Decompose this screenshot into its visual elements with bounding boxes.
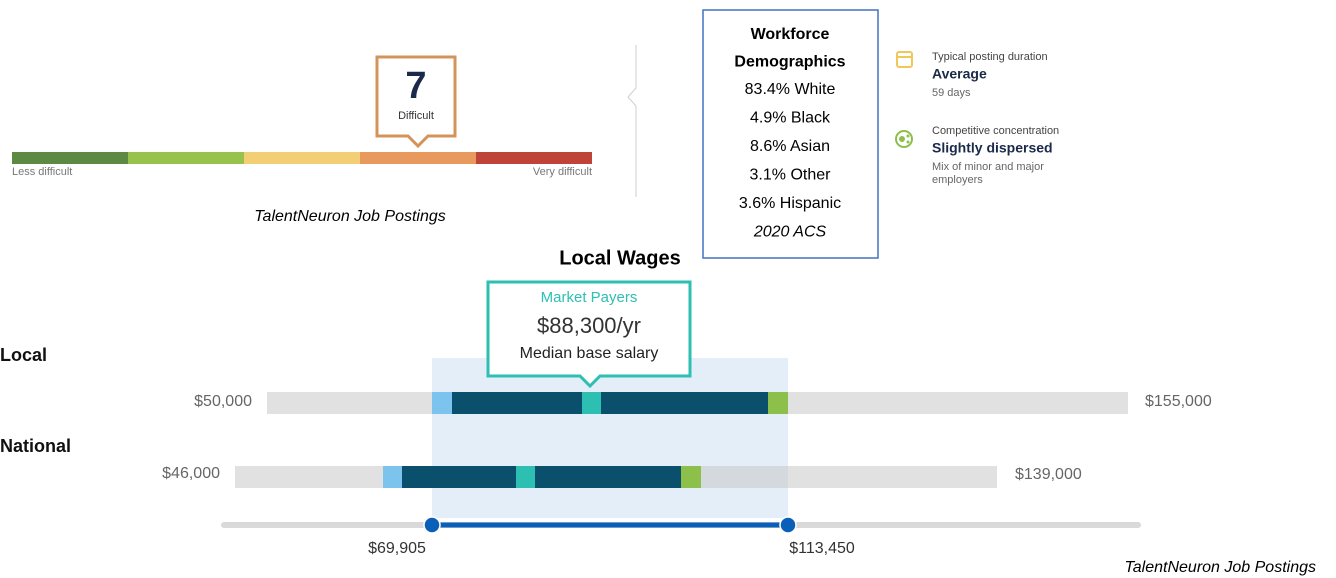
concentration-icon [906, 140, 910, 144]
bar-segment [516, 466, 535, 488]
difficulty-panel: 7 Difficult Less difficult Very difficul… [12, 55, 592, 225]
demographics-line: 83.4% White [745, 81, 836, 98]
source: TalentNeuron Job Postings [254, 208, 446, 225]
score: 7 [405, 65, 426, 107]
bar-segment [582, 392, 601, 414]
slider-handle[interactable] [779, 516, 797, 534]
posting-panel [895, 51, 913, 148]
bar-segment [452, 392, 582, 414]
bar-segment [402, 466, 516, 488]
demographics-source: 2020 ACS [753, 224, 827, 241]
item-value: Average [932, 66, 987, 82]
bar-segment [601, 392, 768, 414]
gauge-segment [476, 152, 592, 164]
calendar-icon [896, 51, 913, 68]
row-max: $155,000 [1145, 393, 1212, 410]
demographics-line: 3.6% Hispanic [739, 195, 841, 212]
row-name: Local [0, 345, 47, 365]
slider-handle[interactable] [423, 516, 441, 534]
gauge-segment [12, 152, 128, 164]
item-detail: Mix of minor and major [932, 161, 1044, 173]
posting-items: Typical posting duration Average 59 days Co… [932, 51, 1059, 186]
concentration-icon [895, 130, 913, 148]
scale-high: Very difficult [533, 166, 592, 178]
item-detail: employers [932, 174, 983, 186]
item-label: Typical posting duration [932, 51, 1048, 63]
box [702, 9, 879, 259]
concentration-icon [906, 134, 910, 138]
concentration-icon [899, 136, 905, 142]
bar-segment [383, 466, 402, 488]
score-callout [375, 55, 457, 149]
range-low: $69,905 [368, 540, 426, 557]
gauge-segment [360, 152, 476, 164]
callout-caption: Median base salary [520, 345, 659, 362]
item-detail: 59 days [932, 87, 971, 99]
gauge-segment [244, 152, 360, 164]
divider [627, 45, 637, 197]
row-min: $50,000 [194, 393, 252, 410]
range-highlight [432, 358, 788, 518]
callout-heading: Market Payers [541, 289, 638, 306]
scale-low: Less difficult [12, 166, 72, 178]
bar-segment [535, 466, 681, 488]
row-name: National [0, 436, 71, 456]
row-min: $46,000 [162, 465, 220, 482]
wages-title: Local Wages [559, 247, 681, 269]
source: TalentNeuron Job Postings [1124, 559, 1316, 576]
demographics-line: 8.6% Asian [750, 138, 830, 155]
score-label: Difficult [398, 110, 434, 122]
bar-segment [681, 466, 701, 488]
callout-value: $88,300/yr [537, 313, 641, 338]
median-callout [486, 280, 692, 389]
demographics-box: Workforce Demographics 83.4% White 4.9% Bla… [702, 9, 879, 259]
bar-segment [768, 392, 788, 414]
demographics-title: Workforce [751, 26, 830, 43]
range-high: $113,450 [789, 540, 855, 557]
row-max: $139,000 [1015, 466, 1082, 483]
demographics-title: Demographics [734, 54, 845, 71]
bar-segment [432, 392, 452, 414]
item-label: Competitive concentration [932, 125, 1059, 137]
item-value: Slightly dispersed [932, 140, 1053, 156]
demographics-line: 4.9% Black [750, 110, 831, 127]
demographics-line: 3.1% Other [750, 167, 832, 184]
gauge-segment [128, 152, 244, 164]
